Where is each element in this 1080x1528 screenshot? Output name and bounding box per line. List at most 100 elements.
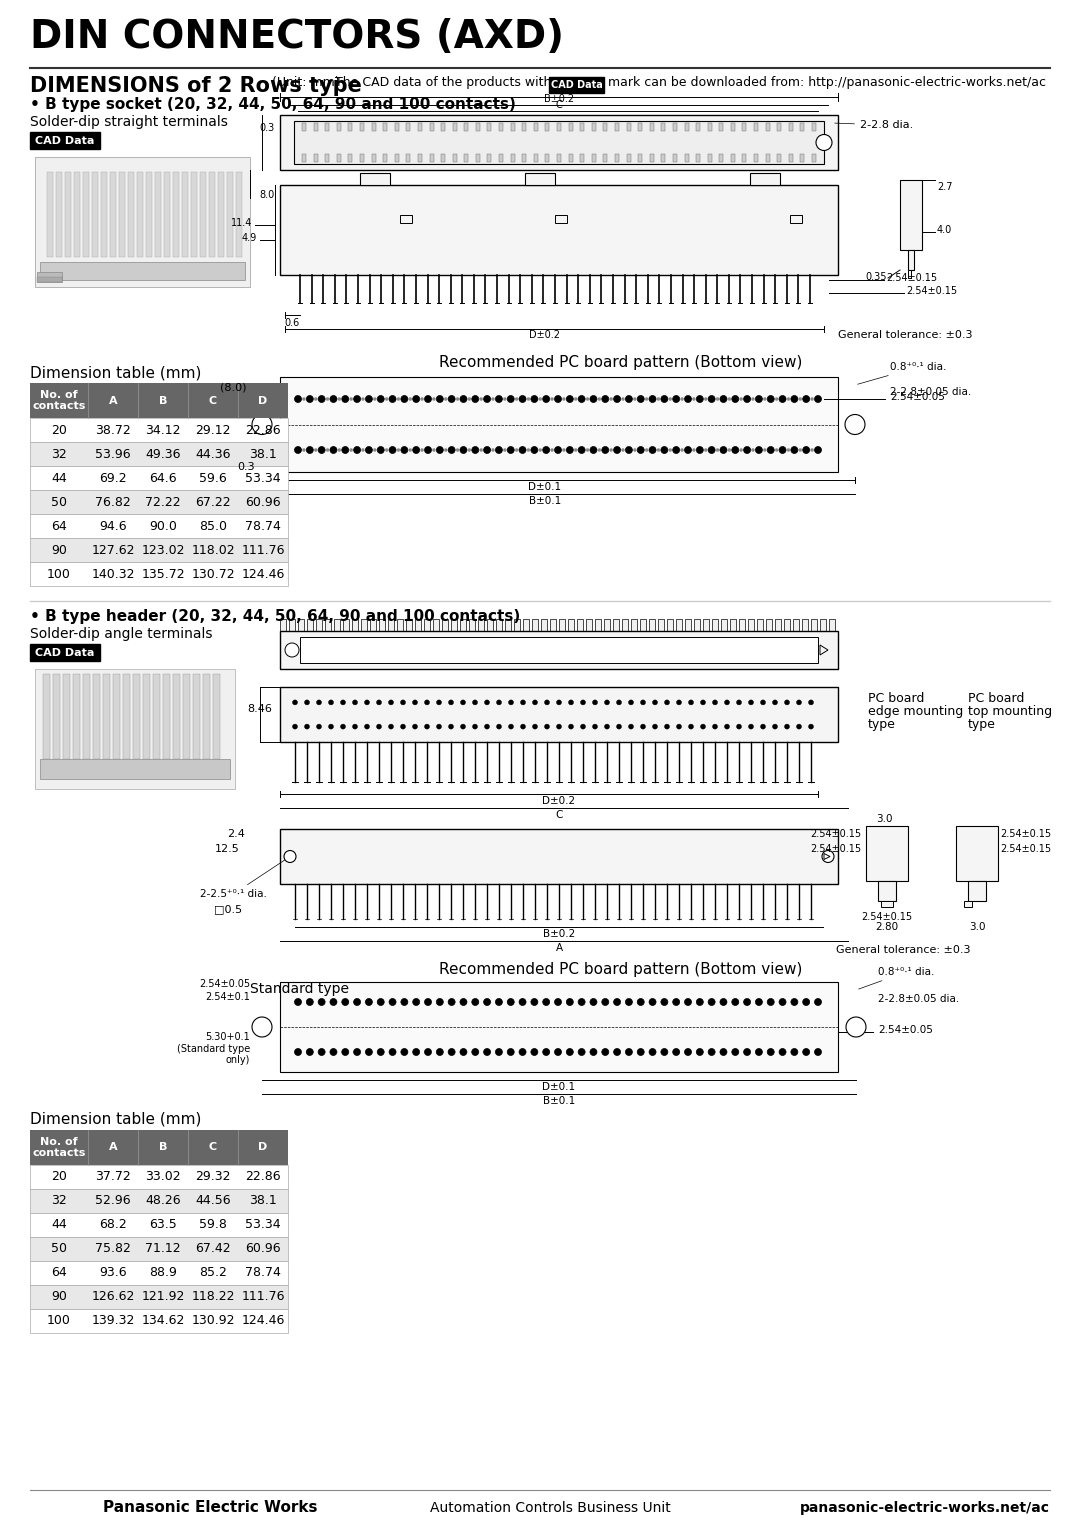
Bar bbox=[721, 619, 727, 631]
Bar bbox=[30, 490, 288, 513]
Text: C: C bbox=[555, 99, 563, 110]
Text: 38.1: 38.1 bbox=[249, 1195, 276, 1207]
Bar bbox=[133, 674, 140, 759]
Bar bbox=[719, 154, 724, 162]
Bar bbox=[754, 122, 758, 131]
Bar bbox=[200, 173, 206, 257]
Bar bbox=[649, 619, 654, 631]
Bar bbox=[613, 619, 619, 631]
Circle shape bbox=[436, 724, 442, 729]
Text: D±0.1: D±0.1 bbox=[528, 481, 562, 492]
Circle shape bbox=[496, 998, 502, 1005]
Bar bbox=[626, 154, 631, 162]
Bar bbox=[784, 619, 789, 631]
Bar bbox=[146, 173, 152, 257]
Text: mark can be downloaded from: http://panasonic-electric-works.net/ac: mark can be downloaded from: http://pana… bbox=[608, 76, 1047, 89]
Bar bbox=[313, 154, 318, 162]
Circle shape bbox=[764, 397, 767, 400]
Text: 2.54±0.15: 2.54±0.15 bbox=[906, 286, 957, 296]
Bar bbox=[487, 619, 492, 631]
Circle shape bbox=[784, 724, 789, 729]
Bar bbox=[580, 154, 584, 162]
Text: A: A bbox=[109, 1143, 118, 1152]
Bar bbox=[92, 173, 98, 257]
Text: 78.74: 78.74 bbox=[245, 520, 281, 532]
Text: 88.9: 88.9 bbox=[149, 1267, 177, 1279]
Bar bbox=[592, 122, 596, 131]
Circle shape bbox=[484, 1048, 490, 1056]
Bar bbox=[280, 115, 838, 170]
Bar bbox=[53, 674, 60, 759]
Circle shape bbox=[797, 724, 801, 729]
Circle shape bbox=[621, 449, 624, 451]
Text: panasonic-electric-works.net/ac: panasonic-electric-works.net/ac bbox=[800, 1500, 1050, 1514]
Circle shape bbox=[377, 396, 384, 402]
Circle shape bbox=[460, 700, 465, 704]
Text: • B type socket (20, 32, 44, 50, 64, 90 and 100 contacts): • B type socket (20, 32, 44, 50, 64, 90 … bbox=[30, 96, 516, 112]
Circle shape bbox=[515, 397, 518, 400]
Circle shape bbox=[652, 724, 658, 729]
Bar bbox=[123, 674, 130, 759]
Circle shape bbox=[542, 1048, 550, 1056]
Circle shape bbox=[497, 700, 501, 704]
Circle shape bbox=[625, 396, 633, 402]
Bar bbox=[337, 122, 341, 131]
Bar bbox=[453, 154, 457, 162]
Circle shape bbox=[661, 1048, 667, 1056]
Circle shape bbox=[701, 700, 705, 704]
Bar bbox=[464, 154, 469, 162]
Text: 0.6: 0.6 bbox=[284, 318, 299, 329]
Bar bbox=[433, 619, 438, 631]
Circle shape bbox=[814, 446, 822, 454]
Circle shape bbox=[389, 1048, 396, 1056]
Circle shape bbox=[767, 998, 774, 1005]
Text: A: A bbox=[555, 83, 563, 92]
Circle shape bbox=[542, 396, 550, 402]
Text: Standard type: Standard type bbox=[249, 983, 349, 996]
Text: 60.96: 60.96 bbox=[245, 495, 281, 509]
Circle shape bbox=[725, 724, 729, 729]
Circle shape bbox=[531, 396, 538, 402]
Bar bbox=[316, 619, 322, 631]
Circle shape bbox=[649, 998, 656, 1005]
Bar bbox=[302, 154, 306, 162]
Circle shape bbox=[720, 396, 727, 402]
Bar bbox=[30, 1164, 288, 1189]
Circle shape bbox=[740, 449, 743, 451]
Text: 134.62: 134.62 bbox=[141, 1314, 185, 1328]
Circle shape bbox=[413, 396, 420, 402]
Circle shape bbox=[617, 700, 621, 704]
Circle shape bbox=[539, 397, 542, 400]
Circle shape bbox=[640, 724, 646, 729]
Bar bbox=[812, 122, 816, 131]
Bar bbox=[586, 619, 592, 631]
Bar bbox=[789, 215, 802, 223]
Bar bbox=[754, 154, 758, 162]
Circle shape bbox=[602, 446, 609, 454]
Bar bbox=[800, 154, 805, 162]
Circle shape bbox=[657, 397, 660, 400]
Circle shape bbox=[779, 998, 786, 1005]
Text: 130.72: 130.72 bbox=[191, 567, 234, 581]
Circle shape bbox=[397, 449, 400, 451]
Circle shape bbox=[809, 724, 813, 729]
Bar bbox=[30, 513, 288, 538]
Circle shape bbox=[377, 998, 384, 1005]
Text: (Unit: mm): (Unit: mm) bbox=[272, 76, 339, 89]
Bar bbox=[75, 173, 80, 257]
Circle shape bbox=[697, 1048, 703, 1056]
Text: 100: 100 bbox=[48, 1314, 71, 1328]
Circle shape bbox=[657, 449, 660, 451]
Bar bbox=[685, 154, 689, 162]
Bar bbox=[43, 674, 50, 759]
Bar bbox=[183, 674, 190, 759]
Circle shape bbox=[448, 1048, 455, 1056]
Circle shape bbox=[602, 998, 609, 1005]
Circle shape bbox=[374, 397, 376, 400]
Text: Dimension table (mm): Dimension table (mm) bbox=[30, 365, 201, 380]
Circle shape bbox=[527, 397, 530, 400]
Circle shape bbox=[845, 414, 865, 434]
Bar bbox=[703, 619, 708, 631]
Circle shape bbox=[575, 449, 577, 451]
Circle shape bbox=[531, 446, 538, 454]
